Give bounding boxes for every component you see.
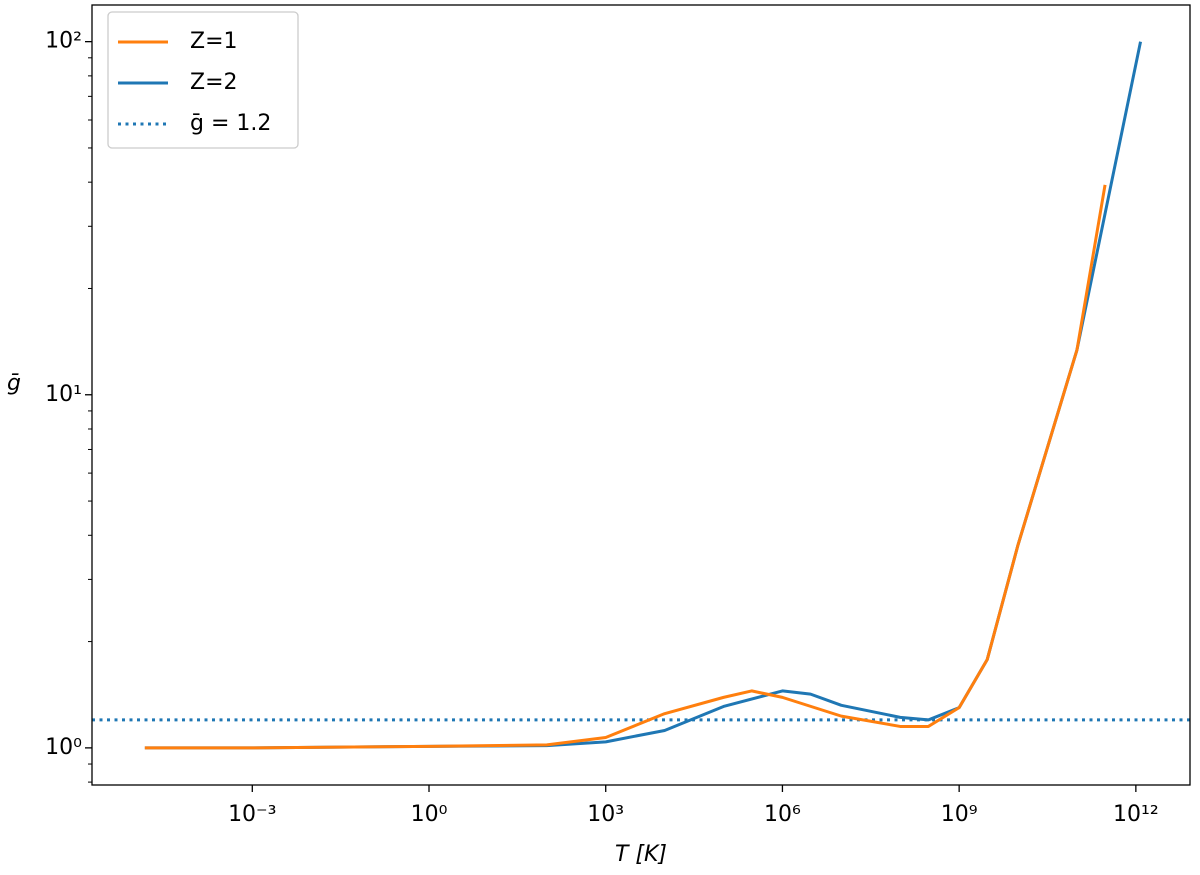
x-tick-label: 10¹² bbox=[1113, 802, 1159, 827]
legend-label: Z=1 bbox=[190, 29, 238, 54]
legend-label: Z=2 bbox=[190, 70, 238, 95]
x-tick-label: 10⁰ bbox=[411, 802, 448, 827]
plot-frame bbox=[91, 4, 1191, 786]
x-tick-label: 10⁻³ bbox=[228, 802, 276, 827]
y-tick-label: 10² bbox=[45, 29, 82, 54]
series-line bbox=[144, 184, 1107, 750]
y-tick-label: 10¹ bbox=[45, 382, 82, 407]
x-axis-label: T [K] bbox=[615, 842, 667, 867]
x-tick-label: 10³ bbox=[587, 802, 624, 827]
legend-label: ḡ = 1.2 bbox=[190, 111, 271, 136]
legend-box bbox=[107, 11, 299, 149]
y-tick-label: 10⁰ bbox=[45, 735, 82, 760]
x-tick-label: 10⁹ bbox=[941, 802, 978, 827]
x-tick-label: 10⁶ bbox=[764, 802, 801, 827]
y-axis-label: ḡ bbox=[7, 371, 21, 396]
